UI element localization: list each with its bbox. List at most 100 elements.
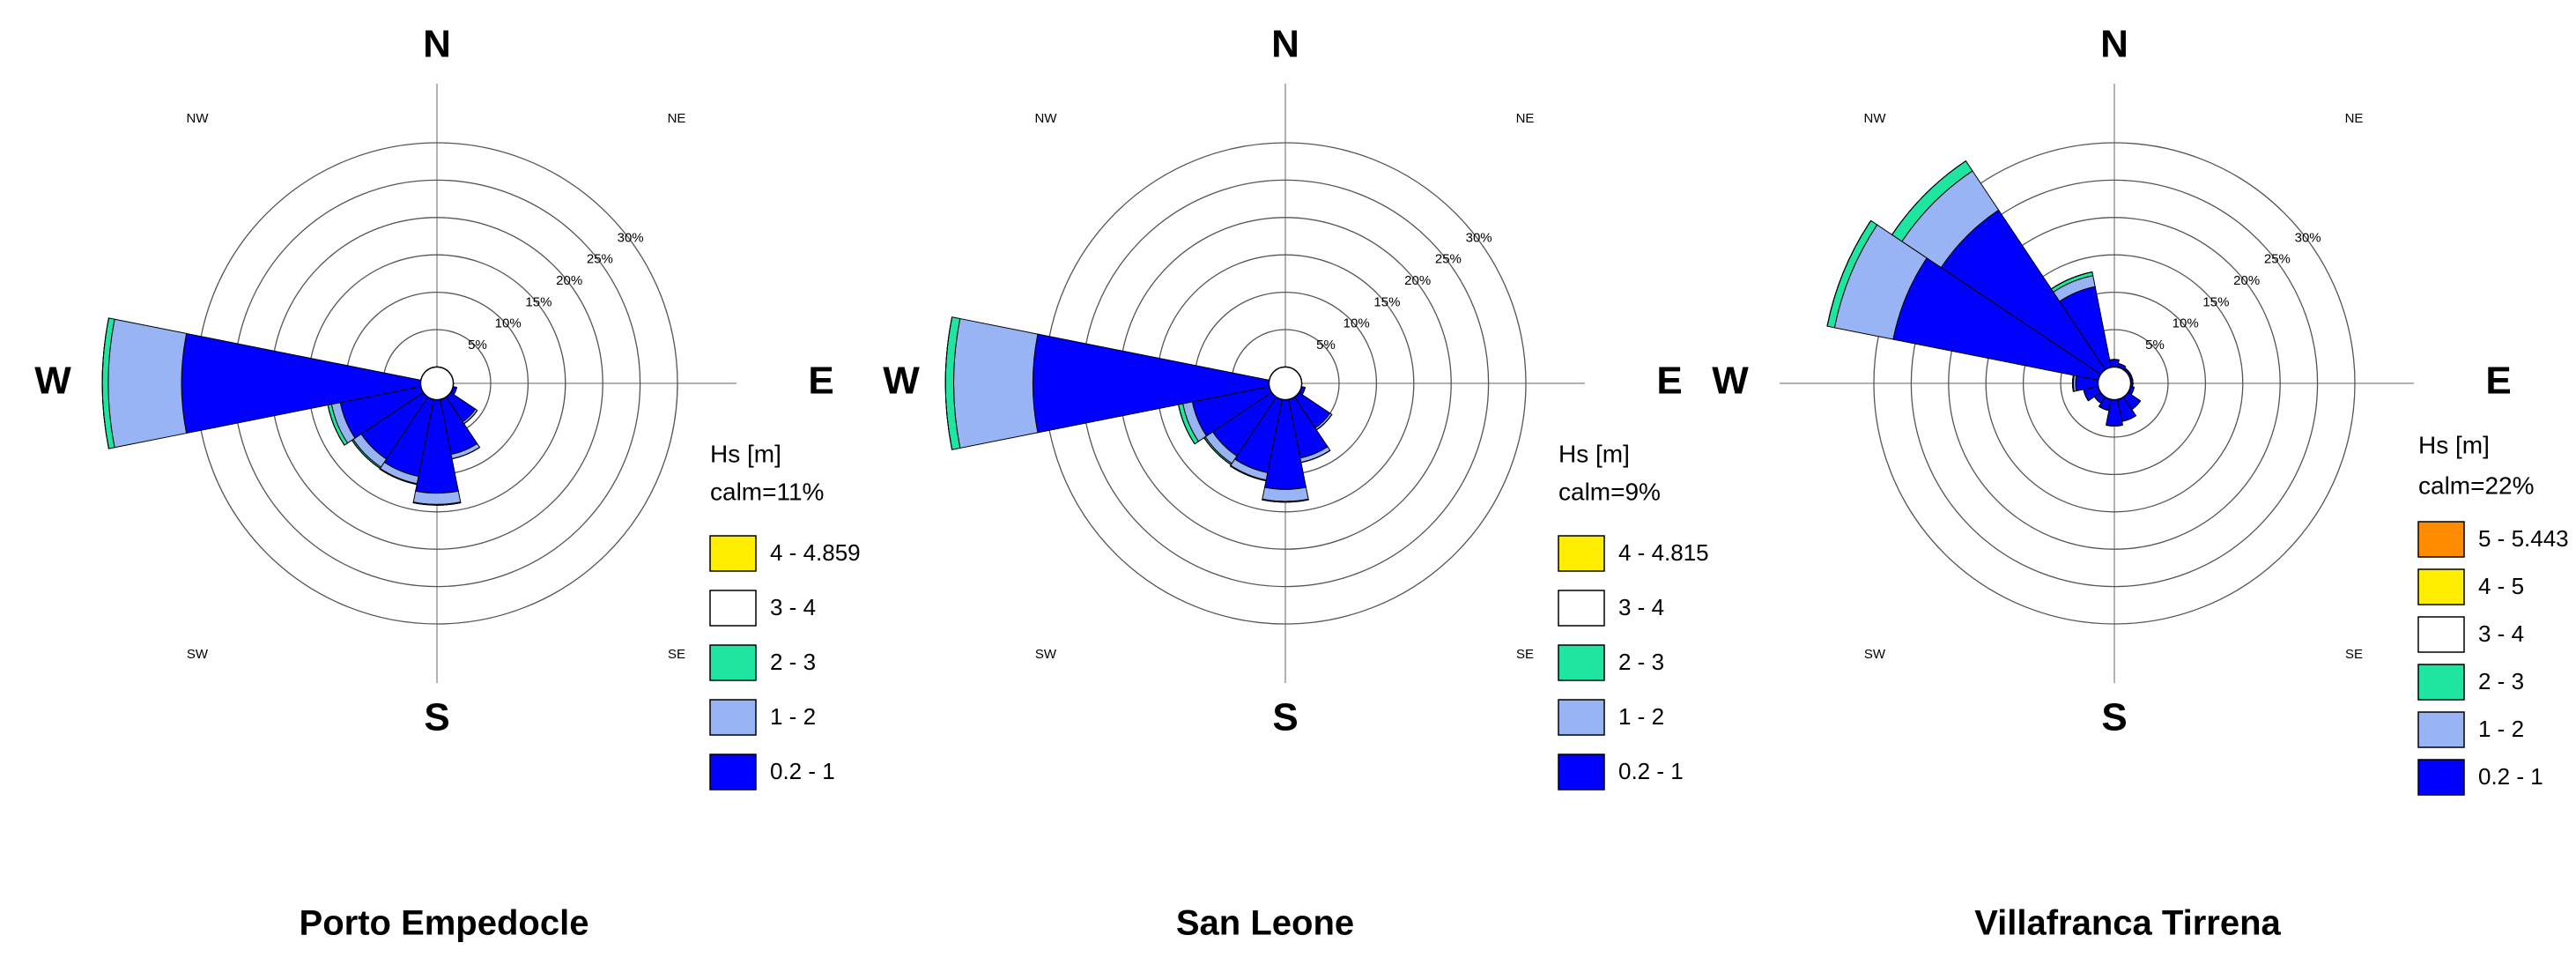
- direction-label: W: [34, 360, 71, 403]
- legend-label: 3 - 4: [770, 594, 816, 620]
- legend-label: 4 - 5: [2478, 573, 2524, 599]
- wedge: [453, 387, 457, 395]
- direction-label: E: [2485, 360, 2511, 403]
- r-tick-label: 15%: [2202, 294, 2229, 309]
- legend-swatch: [2417, 521, 2465, 558]
- direction-label: W: [883, 360, 920, 403]
- calm-label: calm=11%: [710, 478, 824, 505]
- legend-swatch: [2417, 616, 2465, 653]
- legend-label: 2 - 3: [2478, 668, 2524, 694]
- legend-swatch: [709, 590, 757, 627]
- wedge: [2131, 400, 2141, 410]
- legend-title: Hs [m]: [710, 440, 781, 467]
- direction-label-minor: NE: [1516, 111, 1535, 126]
- wedge: [352, 440, 381, 469]
- legend-label: 0.2 - 1: [1618, 758, 1684, 784]
- direction-label-minor: NE: [668, 111, 686, 126]
- wedge: [953, 317, 1039, 449]
- wedge: [412, 502, 462, 506]
- direction-label-minor: SE: [1516, 647, 1534, 662]
- legend-label: 0.2 - 1: [770, 758, 835, 784]
- legend-swatch: [2417, 711, 2465, 748]
- grid-circle: [1948, 217, 2281, 550]
- legend-label: 1 - 2: [770, 703, 816, 730]
- wedge: [107, 318, 188, 449]
- legend-swatch: [709, 535, 757, 572]
- direction-label-minor: SE: [668, 647, 685, 662]
- wedge: [1300, 449, 1331, 464]
- r-tick-label: 10%: [2173, 316, 2199, 331]
- legend-label: 2 - 3: [770, 649, 816, 675]
- legend-label: 4 - 4.815: [1618, 539, 1709, 566]
- legend-title: Hs [m]: [1558, 440, 1630, 467]
- legend-swatch: [1558, 535, 1605, 572]
- direction-label: N: [1271, 23, 1299, 66]
- direction-label: E: [1656, 360, 1682, 403]
- direction-label: E: [808, 360, 833, 403]
- r-tick-label: 5%: [2145, 338, 2165, 353]
- center-hole: [1268, 366, 1303, 401]
- chart-title: San Leone: [1176, 904, 1354, 943]
- r-tick-label: 25%: [2264, 252, 2291, 267]
- r-tick-label: 10%: [495, 316, 522, 331]
- r-tick-label: 30%: [2295, 230, 2321, 245]
- r-tick-label: 10%: [1344, 316, 1370, 331]
- legend-swatch: [1558, 590, 1605, 627]
- r-tick-label: 20%: [556, 273, 582, 288]
- wedge: [2124, 367, 2130, 374]
- chart-title: Villafranca Tirrena: [1974, 904, 2281, 943]
- r-tick-label: 5%: [1316, 338, 1336, 353]
- legend-swatch: [709, 699, 757, 736]
- legend-label: 3 - 4: [1618, 594, 1664, 620]
- legend-swatch: [709, 644, 757, 681]
- direction-label: S: [424, 696, 449, 739]
- wedge: [463, 410, 478, 425]
- legend-label: 4 - 4.859: [770, 539, 861, 566]
- wedge: [2099, 405, 2109, 412]
- r-tick-label: 5%: [468, 338, 487, 353]
- wedge: [1262, 486, 1309, 502]
- wind-rose: 5% 10%15% 20% 25% 30% N NE E SE S SW W NW Hs [m] calm=…: [883, 23, 1708, 943]
- direction-label-minor: NW: [1035, 111, 1058, 126]
- wedge: [1262, 499, 1309, 503]
- legend-swatch: [1558, 644, 1605, 681]
- wind-rose: 5% 10%15% 20% 25% 30% N NE E SE S SW W NW Hs [m] calm=…: [1712, 23, 2568, 943]
- direction-label-minor: SW: [1035, 647, 1057, 662]
- r-tick-label: 30%: [1466, 230, 1492, 245]
- wedge: [2051, 271, 2092, 290]
- direction-label-minor: NE: [2345, 111, 2364, 126]
- direction-label-minor: SE: [2345, 647, 2363, 662]
- legend-swatch: [1558, 753, 1605, 791]
- direction-label: S: [2101, 696, 2127, 739]
- wedge: [1178, 405, 1195, 445]
- r-tick-label: 15%: [1373, 294, 1400, 309]
- direction-label-minor: NW: [1864, 111, 1887, 126]
- legend-swatch: [709, 753, 757, 791]
- direction-label: N: [2100, 23, 2128, 66]
- wedge: [412, 490, 462, 505]
- center-hole: [419, 366, 455, 401]
- direction-label: W: [1712, 360, 1749, 403]
- wind-rose: 5% 10%15% 20% 25% 30% N NE E SE S SW W NW Hs [m] calm=…: [34, 23, 860, 943]
- calm-label: calm=9%: [1558, 478, 1661, 505]
- legend-label: 5 - 5.443: [2478, 525, 2569, 552]
- wedge: [1826, 220, 1872, 327]
- r-tick-label: 20%: [2233, 273, 2260, 288]
- legend-label: 0.2 - 1: [2478, 763, 2543, 790]
- grid-circle: [1910, 179, 2319, 588]
- r-tick-label: 15%: [525, 294, 551, 309]
- calm-label: calm=22%: [2418, 471, 2535, 499]
- legend-swatch: [2417, 759, 2465, 796]
- grid-circle: [1985, 254, 2244, 513]
- direction-label-minor: NW: [187, 111, 210, 126]
- legend-swatch: [1558, 699, 1605, 736]
- legend-label: 2 - 3: [1618, 649, 1664, 675]
- legend-label: 1 - 2: [1618, 703, 1664, 730]
- legend-swatch: [2417, 664, 2465, 701]
- center-hole: [2097, 366, 2132, 401]
- chart-title: Porto Empedocle: [300, 904, 589, 943]
- legend-label: 3 - 4: [2478, 620, 2524, 647]
- legend-label: 1 - 2: [2478, 716, 2524, 742]
- r-tick-label: 20%: [1404, 273, 1431, 288]
